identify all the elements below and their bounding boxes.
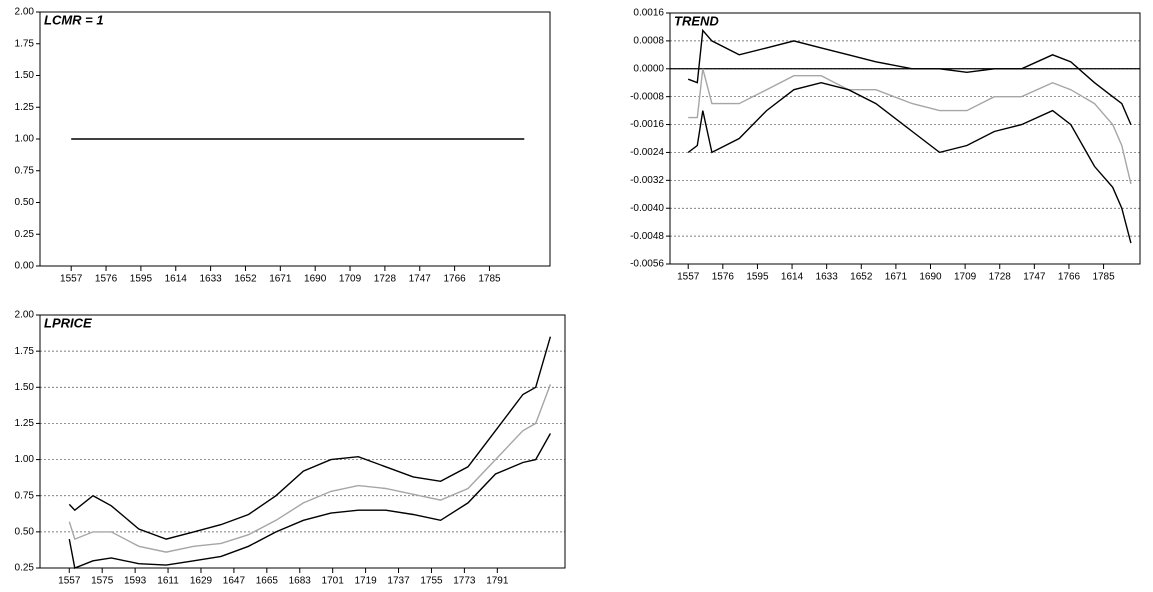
x-tick-label: 1595 bbox=[746, 272, 769, 283]
x-tick-label: 1557 bbox=[60, 274, 83, 285]
series-line bbox=[687, 28, 1132, 125]
y-tick-label: 0.0008 bbox=[633, 36, 664, 47]
y-tick-label: 0.0016 bbox=[633, 8, 664, 19]
y-tick-label: -0.0016 bbox=[630, 119, 664, 130]
y-tick-label: 0.25 bbox=[15, 229, 35, 240]
x-tick-label: 1671 bbox=[269, 274, 292, 285]
x-tick-label: 1611 bbox=[157, 576, 179, 587]
plot-frame bbox=[39, 314, 566, 569]
series-line bbox=[68, 384, 552, 553]
y-tick-label: 1.75 bbox=[15, 38, 35, 49]
series-line bbox=[688, 68, 1132, 184]
y-tick-label: 0.00 bbox=[15, 261, 35, 272]
x-tick-label: 1557 bbox=[677, 272, 700, 283]
x-tick-label: 1614 bbox=[781, 272, 804, 283]
y-tick-label: 0.50 bbox=[15, 197, 35, 208]
x-tick-label: 1629 bbox=[190, 576, 213, 587]
y-tick-label: 0.25 bbox=[15, 563, 35, 574]
y-tick-label: -0.0048 bbox=[630, 231, 664, 242]
x-tick-label: 1747 bbox=[409, 274, 432, 285]
x-tick-label: 1576 bbox=[95, 274, 118, 285]
x-tick-label: 1690 bbox=[919, 272, 942, 283]
series-line bbox=[68, 336, 552, 540]
y-tick-label: 0.0000 bbox=[633, 63, 664, 74]
y-tick-label: -0.0032 bbox=[630, 175, 664, 186]
x-tick-label: 1633 bbox=[199, 274, 222, 285]
plot-frame bbox=[669, 12, 1141, 265]
chart-title: TREND bbox=[674, 14, 719, 29]
x-tick-label: 1709 bbox=[954, 272, 977, 283]
x-tick-label: 1785 bbox=[478, 274, 501, 285]
x-tick-label: 1633 bbox=[816, 272, 839, 283]
x-tick-label: 1671 bbox=[885, 272, 908, 283]
x-tick-label: 1576 bbox=[712, 272, 735, 283]
x-tick-label: 1773 bbox=[453, 576, 476, 587]
x-tick-label: 1747 bbox=[1023, 272, 1046, 283]
y-tick-label: -0.0056 bbox=[630, 259, 664, 270]
x-tick-label: 1766 bbox=[1058, 272, 1081, 283]
y-tick-label: 1.00 bbox=[15, 454, 35, 465]
x-tick-label: 1728 bbox=[989, 272, 1012, 283]
x-tick-label: 1737 bbox=[387, 576, 410, 587]
y-tick-label: 2.00 bbox=[15, 7, 35, 18]
x-tick-label: 1652 bbox=[234, 274, 257, 285]
x-tick-label: 1557 bbox=[58, 576, 81, 587]
y-tick-label: 1.75 bbox=[15, 346, 35, 357]
x-tick-label: 1647 bbox=[223, 576, 246, 587]
x-tick-label: 1575 bbox=[91, 576, 114, 587]
series-line bbox=[687, 81, 1132, 244]
x-tick-label: 1701 bbox=[322, 576, 345, 587]
chart-title: LCMR = 1 bbox=[44, 13, 104, 28]
y-tick-label: 1.50 bbox=[15, 70, 35, 81]
x-tick-label: 1785 bbox=[1092, 272, 1115, 283]
x-tick-label: 1683 bbox=[289, 576, 312, 587]
x-tick-label: 1593 bbox=[124, 576, 147, 587]
x-tick-label: 1652 bbox=[850, 272, 873, 283]
series-line bbox=[68, 433, 552, 569]
y-tick-label: 2.00 bbox=[15, 310, 35, 321]
x-tick-label: 1709 bbox=[339, 274, 362, 285]
x-tick-label: 1595 bbox=[130, 274, 153, 285]
x-tick-label: 1690 bbox=[304, 274, 327, 285]
y-tick-label: 0.75 bbox=[15, 490, 35, 501]
chart-title: LPRICE bbox=[44, 316, 92, 331]
plot-frame bbox=[39, 11, 551, 267]
y-tick-label: -0.0024 bbox=[630, 147, 664, 158]
x-tick-label: 1728 bbox=[374, 274, 397, 285]
y-tick-label: 0.50 bbox=[15, 526, 35, 537]
y-tick-label: 1.25 bbox=[15, 102, 35, 113]
x-tick-label: 1614 bbox=[165, 274, 188, 285]
y-tick-label: -0.0008 bbox=[630, 91, 664, 102]
x-tick-label: 1791 bbox=[486, 576, 509, 587]
x-tick-label: 1665 bbox=[256, 576, 279, 587]
x-tick-label: 1766 bbox=[443, 274, 466, 285]
y-tick-label: 1.50 bbox=[15, 382, 35, 393]
y-tick-label: -0.0040 bbox=[630, 203, 664, 214]
y-tick-label: 1.25 bbox=[15, 418, 35, 429]
y-tick-label: 1.00 bbox=[15, 134, 35, 145]
x-tick-label: 1755 bbox=[420, 576, 443, 587]
x-tick-label: 1719 bbox=[354, 576, 377, 587]
y-tick-label: 0.75 bbox=[15, 165, 35, 176]
